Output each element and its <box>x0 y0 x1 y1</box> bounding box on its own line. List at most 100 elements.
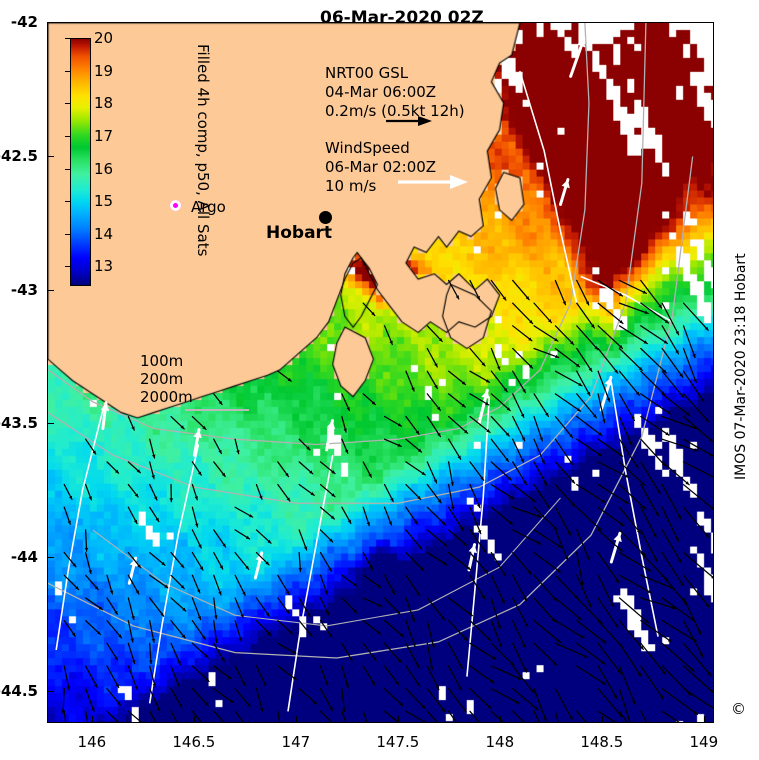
current-arrow-238-head <box>388 521 392 526</box>
current-arrow-118 <box>405 619 416 648</box>
current-arrow-296-head <box>641 481 645 486</box>
current-arrow-150-head <box>497 625 501 629</box>
current-arrow-163 <box>127 574 140 595</box>
current-arrow-138 <box>213 597 217 620</box>
map-plot-area[interactable] <box>47 22 714 723</box>
current-arrow-205-head <box>580 581 584 586</box>
current-arrow-127 <box>597 619 624 648</box>
current-arrow-271 <box>554 483 576 508</box>
current-arrow-199-head <box>443 561 447 565</box>
copyright-icon: © <box>731 700 746 718</box>
y-tick-label: -42.5 <box>0 146 38 165</box>
current-arrow-180-head <box>588 603 592 607</box>
current-arrow-97 <box>576 642 606 665</box>
current-arrow-285-head <box>331 470 336 474</box>
colorbar-tick-label: 16 <box>94 159 114 178</box>
current-arrow-213 <box>213 529 227 548</box>
current-arrow-187-head <box>88 569 92 574</box>
current-arrow-120 <box>448 619 468 642</box>
current-arrow-390-head <box>371 311 375 316</box>
current-arrow-265-head <box>437 499 442 503</box>
current-arrow-55 <box>127 665 138 690</box>
current-arrow-139-head <box>240 613 244 618</box>
current-arrow-222 <box>512 529 542 545</box>
current-arrow-65 <box>362 665 376 686</box>
current-arrow-272-head <box>601 499 606 503</box>
current-arrow-290 <box>469 461 485 481</box>
current-arrow-373-head <box>588 367 592 372</box>
current-arrow-92 <box>469 642 497 661</box>
current-arrow-291 <box>490 461 512 481</box>
x-tick-label: 146.5 <box>172 733 216 751</box>
current-arrow-372 <box>554 347 581 368</box>
current-arrow-225 <box>576 529 590 561</box>
current-arrow-57-head <box>176 682 180 687</box>
current-arrow-66 <box>383 665 400 686</box>
current-arrow-306-head <box>397 443 402 447</box>
current-arrow-4 <box>149 710 157 722</box>
hobart-city-marker[interactable] <box>319 211 332 224</box>
current-source-label: NRT00 GSL <box>325 64 409 82</box>
current-arrow-269-head <box>531 498 536 502</box>
current-arrow-176 <box>490 574 505 604</box>
current-arrow-396-head <box>664 319 669 324</box>
current-arrow-201 <box>469 551 489 574</box>
current-arrow-88 <box>383 642 402 664</box>
current-arrow-88-head <box>397 659 402 663</box>
x-tick-label: 148 <box>485 733 515 751</box>
y-tick <box>47 289 54 291</box>
current-arrow-226 <box>597 529 623 552</box>
colorbar-tick-label: 20 <box>94 29 114 47</box>
current-arrow-101-head <box>690 667 695 672</box>
current-arrow-145-head <box>378 603 382 607</box>
current-arrow-344-head <box>520 413 525 418</box>
current-arrow-69 <box>448 665 462 691</box>
current-arrow-386-head <box>643 340 648 344</box>
current-arrow-252-head <box>705 533 709 538</box>
contour-100m <box>48 23 590 446</box>
current-arrow-13 <box>383 710 400 722</box>
current-arrow-179 <box>554 574 579 600</box>
current-arrow-228-head <box>654 557 658 562</box>
current-arrow-52-head <box>66 685 71 690</box>
current-arrow-185 <box>682 574 710 608</box>
current-arrow-354 <box>405 370 415 392</box>
current-arrow-355 <box>426 370 438 390</box>
current-arrow-333-head <box>629 442 633 446</box>
current-arrow-252 <box>682 506 710 538</box>
current-arrow-386 <box>618 325 648 345</box>
wind-arrow-5-head <box>577 38 586 48</box>
current-arrow-82 <box>170 642 181 666</box>
current-arrow-222-head <box>537 541 541 545</box>
current-arrow-163-head <box>135 590 139 594</box>
depth-label-100m: 100m <box>140 352 184 370</box>
current-arrow-59-head <box>227 675 232 680</box>
current-arrow-350 <box>640 393 671 415</box>
colorbar-title: Filled 4h comp, p50, All Sats <box>194 44 212 257</box>
current-arrow-341 <box>448 393 466 408</box>
wind-streamline-3 <box>466 396 491 677</box>
current-arrow-124 <box>533 619 562 644</box>
current-arrow-270-head <box>546 504 550 509</box>
current-arrow-379-head <box>389 340 393 345</box>
current-arrow-405 <box>597 279 624 297</box>
current-arrow-296 <box>618 461 646 486</box>
current-arrow-162 <box>106 574 114 595</box>
current-arrow-387-head <box>663 340 668 344</box>
current-arrow-133 <box>106 597 119 615</box>
current-arrow-79 <box>106 642 119 661</box>
current-arrow-215 <box>255 529 272 544</box>
x-tick <box>601 716 603 723</box>
current-arrow-27-head <box>61 709 65 714</box>
current-arrow-216-head <box>303 546 308 550</box>
current-arrow-44-head <box>515 700 520 704</box>
colorbar-tick <box>65 233 70 235</box>
current-arrow-169 <box>277 574 290 596</box>
current-arrow-307 <box>405 438 423 453</box>
current-arrow-90-head <box>429 665 434 670</box>
current-arrow-131 <box>682 619 704 658</box>
current-arrow-287 <box>405 461 426 476</box>
argo-float-marker[interactable] <box>170 200 181 211</box>
current-arrow-149 <box>448 597 474 617</box>
current-arrow-393 <box>576 302 595 329</box>
